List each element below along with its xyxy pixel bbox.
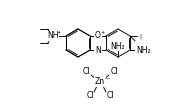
Text: O: O xyxy=(95,31,101,41)
Text: Zn: Zn xyxy=(95,77,105,86)
Text: N: N xyxy=(95,45,101,54)
Text: +: + xyxy=(57,30,61,35)
Text: N: N xyxy=(95,45,101,54)
Text: ‒‒: ‒‒ xyxy=(105,76,111,81)
Text: |: | xyxy=(139,33,141,39)
Text: NH₂: NH₂ xyxy=(136,45,151,54)
Text: NH₂: NH₂ xyxy=(111,42,125,51)
Text: Cl: Cl xyxy=(86,91,94,100)
Text: NH₂: NH₂ xyxy=(136,45,151,54)
Text: Cl: Cl xyxy=(106,91,114,100)
Text: NH₂: NH₂ xyxy=(111,42,125,51)
Text: Zn: Zn xyxy=(95,77,105,86)
Text: Cl: Cl xyxy=(82,68,90,77)
Text: O: O xyxy=(95,31,101,41)
Text: +: + xyxy=(100,30,105,36)
Text: NH: NH xyxy=(47,31,59,41)
Text: NH: NH xyxy=(47,31,59,41)
Text: Cl: Cl xyxy=(110,68,118,77)
